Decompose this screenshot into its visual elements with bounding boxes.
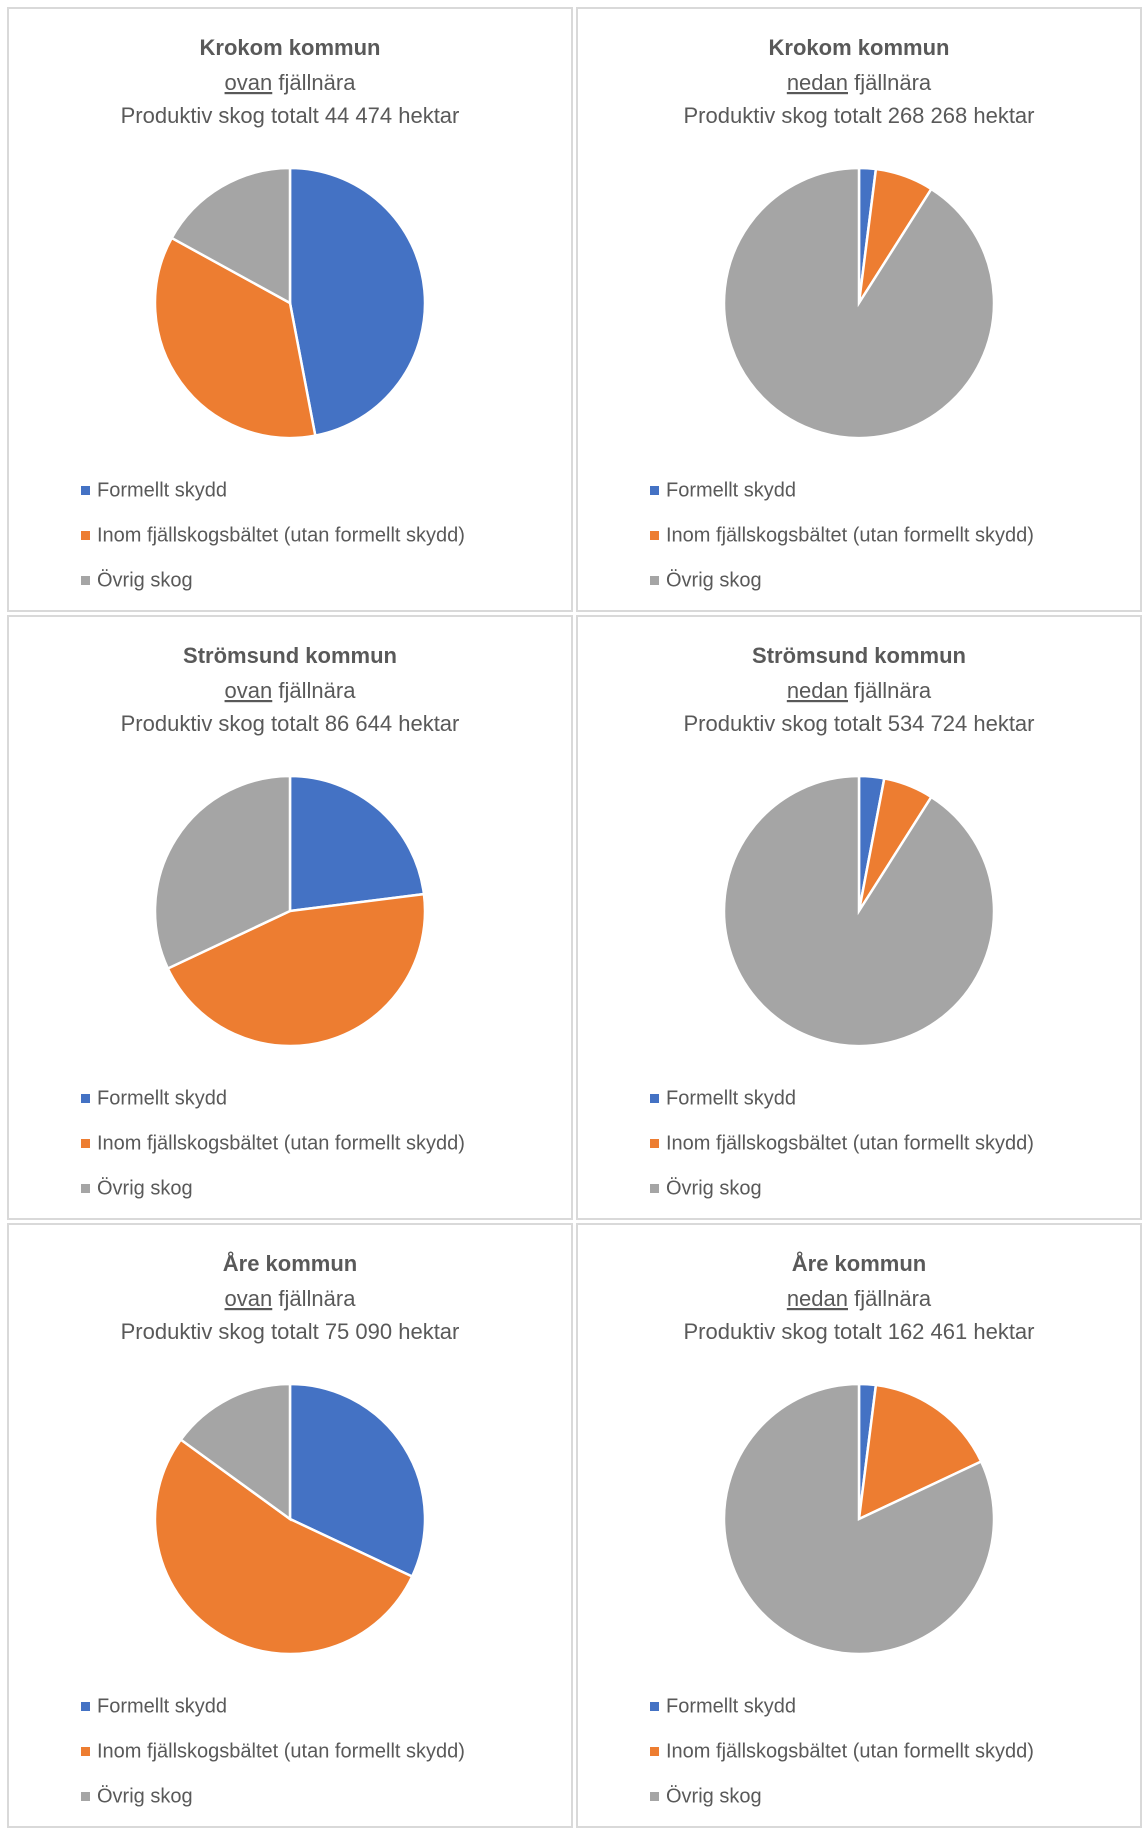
legend-label: Formellt skydd [97, 479, 227, 501]
chart-subtitle: nedan fjällnära [787, 678, 932, 703]
chart-title: Strömsund kommun [752, 643, 966, 668]
pie-slice [288, 774, 426, 913]
subtitle-position: nedan [787, 1286, 848, 1311]
legend-swatch [81, 1747, 90, 1756]
pie-slice [153, 774, 292, 971]
chart-subtitle: ovan fjällnära [225, 678, 357, 703]
chart-title: Krokom kommun [200, 35, 381, 60]
legend-label: Formellt skydd [97, 1695, 227, 1717]
legend-swatch [81, 531, 90, 540]
legend-swatch [650, 531, 659, 540]
subtitle-position: ovan [225, 70, 273, 95]
subtitle-text: fjällnära [278, 678, 356, 703]
pie-slice [288, 1382, 427, 1579]
chart-title: Åre kommun [223, 1250, 357, 1276]
subtitle-text: fjällnära [278, 1286, 356, 1311]
subtitle-text: fjällnära [854, 1286, 932, 1311]
legend-label: Övrig skog [666, 569, 762, 591]
pie-slice [153, 236, 317, 440]
pie-slice [153, 1437, 414, 1656]
pie-slice [857, 1383, 983, 1522]
legend-label: Övrig skog [666, 1785, 762, 1807]
chart-panel: Strömsund kommun nedan fjällnära Produktiv… [576, 615, 1142, 1220]
chart: Krokom kommun nedan fjällnära Produktiv sk… [650, 35, 1035, 591]
legend-label: Inom fjällskogsbältet (utan formellt sky… [666, 1740, 1034, 1762]
pie-slice [166, 892, 427, 1048]
pie-slice [722, 166, 996, 440]
legend-label: Formellt skydd [97, 1087, 227, 1109]
legend-swatch [650, 486, 659, 495]
chart-subtitle: ovan fjällnära [225, 1286, 357, 1311]
pie-slice [722, 1382, 996, 1656]
legend-swatch [650, 1747, 659, 1756]
legend-label: Inom fjällskogsbältet (utan formellt sky… [97, 1132, 465, 1154]
chart-note: Produktiv skog totalt 44 474 hektar [121, 103, 460, 128]
chart-note: Produktiv skog totalt 534 724 hektar [684, 711, 1035, 736]
legend-swatch [650, 576, 659, 585]
legend-swatch [650, 1094, 659, 1103]
chart-subtitle: nedan fjällnära [787, 1286, 932, 1311]
legend-swatch [650, 1792, 659, 1801]
subtitle-text: fjällnära [854, 678, 932, 703]
legend-label: Formellt skydd [666, 1087, 796, 1109]
chart-note: Produktiv skog totalt 268 268 hektar [684, 103, 1035, 128]
chart-subtitle: nedan fjällnära [787, 70, 932, 95]
legend-swatch [81, 576, 90, 585]
chart-note: Produktiv skog totalt 75 090 hektar [121, 1319, 460, 1344]
legend-swatch [650, 1139, 659, 1148]
legend-label: Formellt skydd [666, 1695, 796, 1717]
subtitle-position: ovan [225, 1286, 273, 1311]
legend-label: Övrig skog [666, 1177, 762, 1199]
subtitle-position: nedan [787, 70, 848, 95]
pie-slice [288, 166, 427, 438]
pie-slice [722, 774, 996, 1048]
legend-label: Inom fjällskogsbältet (utan formellt sky… [97, 524, 465, 546]
chart-note: Produktiv skog totalt 162 461 hektar [684, 1319, 1035, 1344]
chart-panel: Strömsund kommun ovan fjällnära Produktiv … [7, 615, 573, 1220]
chart-panel: Åre kommun ovan fjällnära Produktiv skog t… [7, 1223, 573, 1828]
legend-swatch [81, 1094, 90, 1103]
chart: Krokom kommun ovan fjällnära Produktiv sko… [81, 35, 465, 591]
legend-label: Inom fjällskogsbältet (utan formellt sky… [666, 524, 1034, 546]
legend-swatch [81, 486, 90, 495]
subtitle-position: nedan [787, 678, 848, 703]
legend-label: Övrig skog [97, 569, 193, 591]
subtitle-text: fjällnära [278, 70, 356, 95]
pie-slice [170, 166, 292, 306]
legend-label: Inom fjällskogsbältet (utan formellt sky… [97, 1740, 465, 1762]
chart-panel: Åre kommun nedan fjällnära Produktiv skog … [576, 1223, 1142, 1828]
pie-slice [179, 1382, 292, 1522]
subtitle-text: fjällnära [854, 70, 932, 95]
subtitle-position: ovan [225, 678, 273, 703]
chart: Strömsund kommun nedan fjällnära Produktiv… [650, 643, 1035, 1199]
chart: Strömsund kommun ovan fjällnära Produktiv … [81, 643, 465, 1199]
legend-label: Övrig skog [97, 1177, 193, 1199]
chart: Åre kommun nedan fjällnära Produktiv skog … [650, 1250, 1035, 1807]
chart: Åre kommun ovan fjällnära Produktiv skog t… [81, 1250, 465, 1807]
chart-panel: Krokom kommun nedan fjällnära Produktiv sk… [576, 7, 1142, 612]
chart-panel: Krokom kommun ovan fjällnära Produktiv sko… [7, 7, 573, 612]
legend-swatch [81, 1184, 90, 1193]
legend-label: Formellt skydd [666, 479, 796, 501]
chart-subtitle: ovan fjällnära [225, 70, 357, 95]
legend-swatch [81, 1792, 90, 1801]
legend-label: Övrig skog [97, 1785, 193, 1807]
legend-swatch [650, 1184, 659, 1193]
legend-swatch [81, 1139, 90, 1148]
legend-label: Inom fjällskogsbältet (utan formellt sky… [666, 1132, 1034, 1154]
legend-swatch [650, 1702, 659, 1711]
chart-title: Åre kommun [792, 1250, 926, 1276]
legend-swatch [81, 1702, 90, 1711]
chart-title: Krokom kommun [769, 35, 950, 60]
chart-title: Strömsund kommun [183, 643, 397, 668]
chart-note: Produktiv skog totalt 86 644 hektar [121, 711, 460, 736]
